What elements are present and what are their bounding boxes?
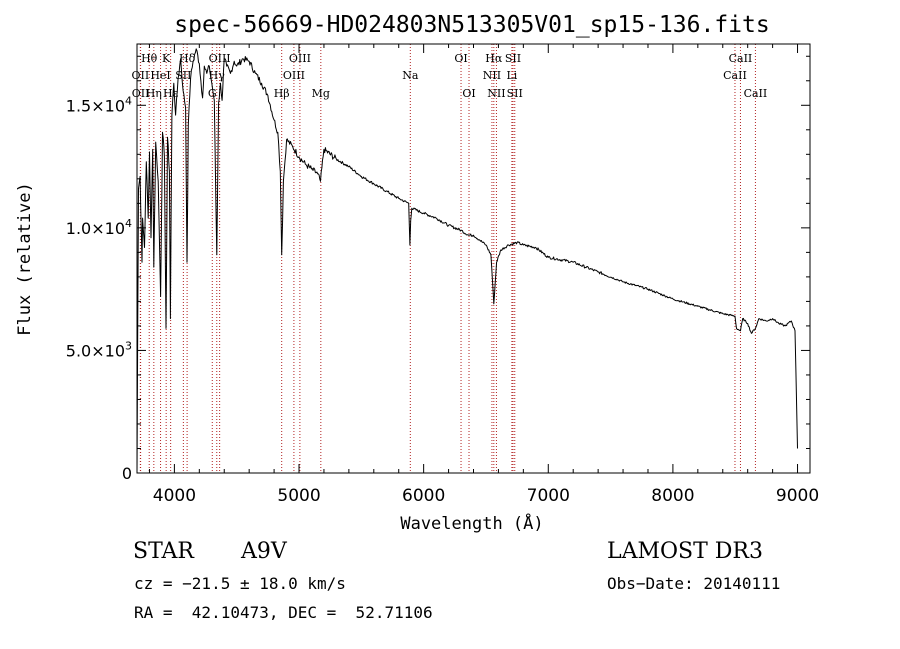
line-label: OIII — [289, 52, 311, 65]
line-label: Mg — [312, 87, 330, 100]
y-tick-mantissa: 0 — [122, 464, 132, 483]
observation-date: Obs−Date: 20140111 — [607, 574, 781, 593]
chart-title: spec-56669-HD024803N513305V01_sp15-136.f… — [174, 12, 769, 38]
x-tick-label: 6000 — [402, 486, 445, 506]
line-label: SII — [507, 87, 523, 100]
y-tick-exponent: 4 — [125, 217, 132, 230]
y-tick-mantissa: 1.5×10 — [66, 96, 125, 115]
line-label: CaII — [729, 52, 753, 65]
line-label: Hγ — [209, 69, 226, 82]
line-label: Hβ — [274, 87, 290, 100]
line-label: Na — [402, 69, 419, 82]
line-label: OIII — [209, 52, 231, 65]
x-tick-label: 7000 — [527, 486, 570, 506]
line-label: OI — [454, 52, 467, 65]
spectral-subclass: A9V — [241, 539, 287, 564]
plot-frame — [136, 43, 811, 474]
line-label: OI — [462, 87, 475, 100]
spectrum-line — [136, 48, 798, 474]
x-axis: 4000 5000 6000 7000 8000 9000 — [148, 44, 819, 506]
ra-dec-coordinates: RA = 42.10473, DEC = 52.71106 — [134, 603, 433, 622]
line-label: CaII — [723, 69, 747, 82]
y-tick-label: 1.5×104 — [66, 94, 132, 115]
survey-name: LAMOST DR3 — [607, 539, 763, 564]
line-label: OII — [132, 69, 150, 82]
spectrum-line-group — [136, 48, 798, 474]
y-tick-label: 5.0×103 — [66, 339, 132, 360]
y-axis-label: Flux (relative) — [15, 182, 35, 336]
y-tick-mantissa: 5.0×10 — [66, 341, 125, 360]
line-label: SII — [505, 52, 521, 65]
line-label: OII — [132, 87, 150, 100]
y-tick-exponent: 4 — [125, 94, 132, 107]
line-label: K — [162, 52, 171, 65]
y-tick-mantissa: 1.0×10 — [66, 219, 125, 238]
y-tick-label: 1.0×104 — [66, 217, 132, 238]
line-label: Hθ — [141, 52, 158, 65]
x-axis-label: Wavelength (Å) — [400, 512, 543, 534]
x-tick-label: 9000 — [776, 486, 819, 506]
y-tick-label: 0 — [122, 464, 132, 483]
line-label: G — [208, 87, 217, 100]
line-label: Hα — [485, 52, 503, 65]
x-tick-label: 5000 — [277, 486, 320, 506]
redshift-velocity: cz = −21.5 ± 18.0 km/s — [134, 574, 346, 593]
line-label: OIII — [283, 69, 305, 82]
line-label: NII — [487, 87, 505, 100]
line-label: Hη — [146, 87, 162, 100]
object-type: STAR — [133, 539, 194, 564]
x-tick-label: 8000 — [651, 486, 694, 506]
y-tick-exponent: 3 — [125, 339, 132, 352]
line-label: NII — [483, 69, 501, 82]
line-label: Hδ — [179, 52, 196, 65]
x-tick-label: 4000 — [153, 486, 196, 506]
line-label: Li — [506, 69, 517, 82]
line-label: CaII — [744, 87, 768, 100]
line-label: HeI — [150, 69, 170, 82]
emission-line-markers — [139, 44, 756, 473]
